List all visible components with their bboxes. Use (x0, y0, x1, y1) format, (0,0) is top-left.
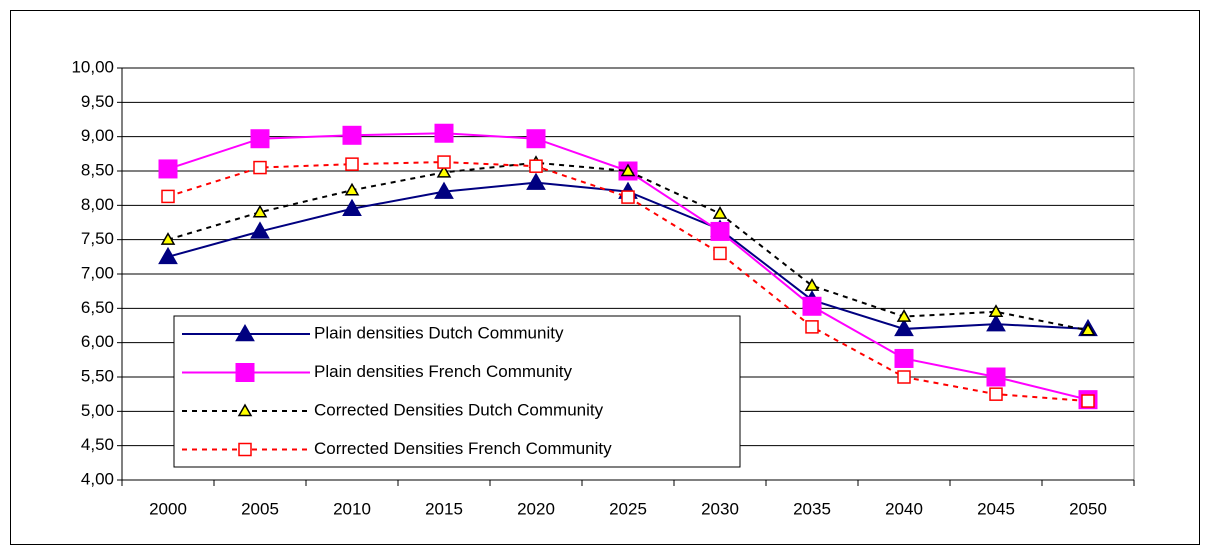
legend-label: Corrected Densities Dutch Community (314, 400, 604, 419)
y-tick-label: 10,00 (71, 57, 114, 76)
data-point (894, 348, 914, 368)
data-point (804, 278, 820, 291)
data-point (158, 246, 178, 265)
y-tick-label: 8,00 (81, 195, 114, 214)
x-tick-label: 2040 (885, 499, 923, 518)
data-point (161, 189, 175, 204)
y-tick-label: 6,00 (81, 332, 114, 351)
data-point (529, 159, 543, 173)
y-tick-label: 4,50 (81, 435, 114, 454)
data-point (344, 182, 360, 196)
y-tick-label: 5,50 (81, 366, 114, 385)
y-tick-label: 9,00 (81, 126, 114, 145)
data-point (802, 296, 822, 316)
data-point (986, 367, 1006, 387)
data-point (710, 221, 730, 241)
x-tick-label: 2000 (149, 499, 187, 518)
x-tick-label: 2010 (333, 499, 371, 518)
data-point (526, 129, 546, 149)
x-tick-label: 2035 (793, 499, 831, 518)
data-point (250, 129, 270, 149)
y-tick-label: 7,00 (81, 263, 114, 282)
y-tick-label: 7,50 (81, 229, 114, 248)
data-point (434, 181, 454, 199)
data-point (988, 304, 1004, 318)
x-tick-label: 2015 (425, 499, 463, 518)
data-point (713, 246, 727, 261)
data-point (345, 157, 359, 171)
y-tick-label: 6,50 (81, 298, 114, 317)
legend-box (173, 315, 741, 468)
x-tick-label: 2045 (977, 499, 1015, 518)
legend-marker (235, 363, 255, 382)
data-point (897, 370, 911, 384)
legend-marker (235, 323, 255, 342)
data-point (342, 125, 362, 145)
data-point (989, 387, 1003, 401)
y-tick-label: 5,00 (81, 401, 114, 420)
data-point (250, 221, 270, 239)
data-point (158, 159, 178, 179)
data-point (437, 155, 451, 169)
x-tick-label: 2020 (517, 499, 555, 518)
legend-marker (238, 442, 252, 457)
data-point (526, 172, 546, 190)
x-tick-label: 2025 (609, 499, 647, 518)
x-tick-label: 2030 (701, 499, 739, 518)
data-point (620, 163, 636, 177)
y-tick-label: 9,50 (81, 92, 114, 111)
data-point (160, 232, 176, 245)
data-point (896, 309, 912, 322)
data-point (1080, 322, 1096, 336)
data-point (894, 318, 914, 337)
data-point (253, 160, 267, 175)
x-tick-label: 2050 (1069, 499, 1107, 518)
legend-label: Plain densities Dutch Community (314, 323, 564, 342)
data-point (805, 320, 819, 334)
data-point (252, 204, 268, 218)
data-point (436, 164, 452, 178)
legend-label: Plain densities French Community (314, 362, 572, 381)
legend-marker (237, 403, 253, 417)
data-point (342, 198, 362, 217)
y-tick-label: 4,00 (81, 469, 114, 488)
legend-label: Corrected Densities French Community (314, 439, 612, 458)
series-line (167, 161, 1089, 403)
data-point (712, 206, 728, 219)
data-point (434, 123, 454, 143)
y-tick-label: 8,50 (81, 160, 114, 179)
x-tick-label: 2005 (241, 499, 279, 518)
data-point (1081, 394, 1095, 408)
data-point (621, 190, 635, 204)
data-point (986, 314, 1006, 332)
